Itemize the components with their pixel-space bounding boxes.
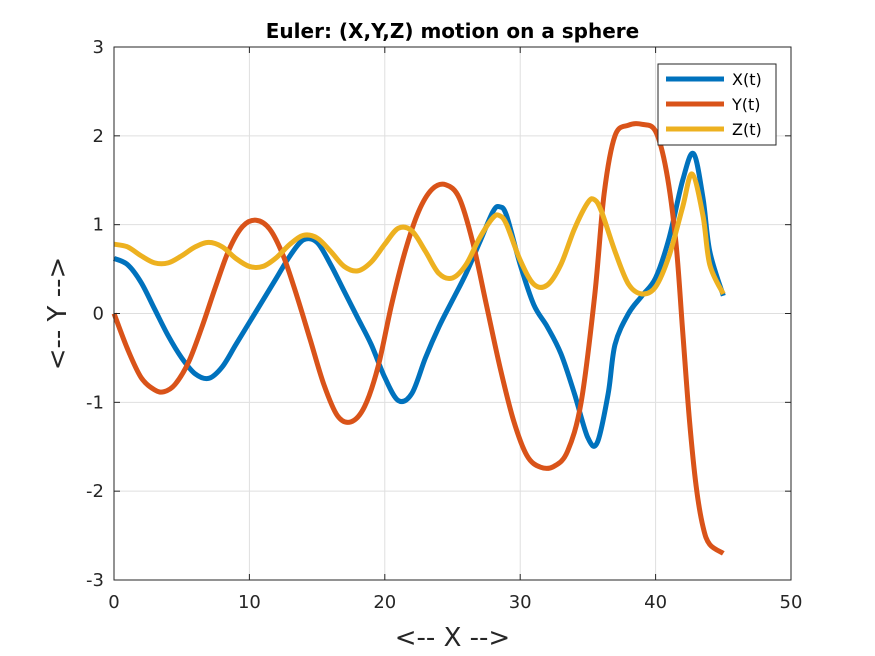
x-tick-label: 0	[108, 592, 119, 613]
y-tick-label: 2	[93, 126, 104, 147]
x-tick-label: 20	[373, 592, 396, 613]
legend: X(t) Y(t) Z(t)	[657, 63, 777, 146]
y-tick-label: 0	[93, 304, 104, 325]
x-tick-label: 50	[780, 592, 803, 613]
series-line-3	[113, 171, 726, 297]
axis-ticks: 0 10 20 30 40 50 -3 -2 -1 0 1 2 3	[86, 37, 802, 613]
chart-title: Euler: (X,Y,Z) motion on a sphere	[266, 19, 639, 43]
x-axis-title: <-- X -->	[395, 623, 510, 653]
legend-label: Y(t)	[731, 95, 761, 114]
y-tick-label: 3	[93, 37, 104, 58]
legend-label: X(t)	[732, 70, 762, 89]
y-axis-title: <-- Y -->	[43, 257, 73, 371]
x-tick-label: 10	[238, 592, 261, 613]
legend-label: Z(t)	[732, 120, 762, 139]
series-line-1	[112, 150, 726, 449]
y-tick-label: 1	[93, 215, 104, 236]
x-tick-label: 40	[644, 592, 667, 613]
x-tick-label: 30	[509, 592, 532, 613]
y-tick-label: -1	[86, 392, 104, 413]
y-tick-label: -3	[86, 570, 104, 591]
y-tick-label: -2	[86, 481, 104, 502]
